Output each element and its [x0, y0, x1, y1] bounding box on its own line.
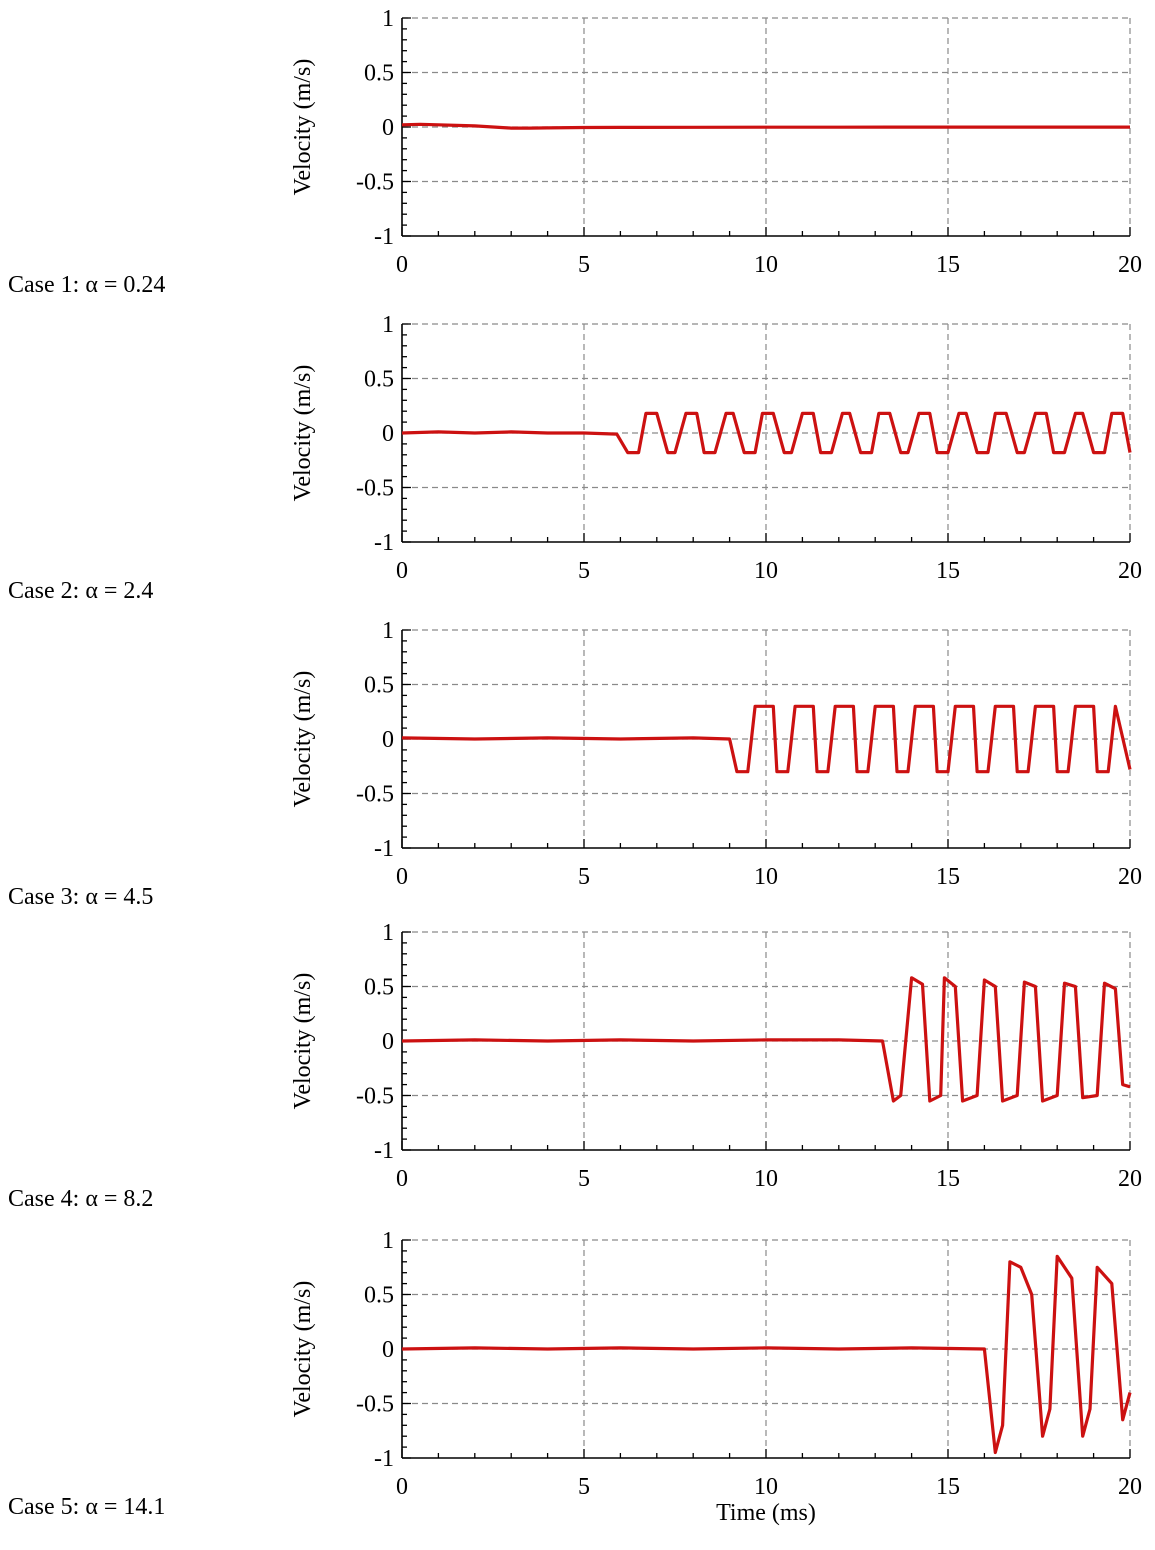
- y-tick-label: 0.5: [364, 1283, 394, 1309]
- y-tick-label: 0: [382, 115, 394, 141]
- series-line-1: [401, 704, 1132, 774]
- y-tick-label: 0: [382, 421, 394, 447]
- y-axis-label: Velocity (m/s): [290, 671, 316, 808]
- x-tick-label: 5: [578, 1166, 590, 1192]
- x-tick-label: 20: [1118, 1474, 1142, 1500]
- x-tick-label: 20: [1118, 864, 1142, 890]
- x-tick-label: 0: [396, 252, 408, 278]
- x-tick-label: 0: [396, 864, 408, 890]
- case-label: Case 2: α = 2.4: [8, 578, 153, 604]
- y-tick-label: -0.5: [356, 1084, 394, 1110]
- y-tick-label: -0.5: [356, 782, 394, 808]
- case-label: Case 3: α = 4.5: [8, 884, 153, 910]
- x-tick-label: 5: [578, 558, 590, 584]
- series-line-1: [401, 122, 1130, 130]
- x-tick-label: 10: [754, 1474, 778, 1500]
- y-tick-label: -0.5: [356, 170, 394, 196]
- series-line-1: [401, 411, 1132, 455]
- case-label: Case 5: α = 14.1: [8, 1494, 165, 1520]
- x-tick-label: 10: [754, 864, 778, 890]
- x-tick-label: 5: [578, 1474, 590, 1500]
- x-tick-label: 20: [1118, 1166, 1142, 1192]
- case-label: Case 1: α = 0.24: [8, 272, 165, 298]
- x-tick-label: 15: [936, 1166, 960, 1192]
- y-tick-label: -1: [374, 836, 394, 862]
- case-label: Case 4: α = 8.2: [8, 1186, 153, 1212]
- x-tick-label: 15: [936, 864, 960, 890]
- y-tick-label: 0.5: [364, 975, 394, 1001]
- y-tick-label: 0.5: [364, 673, 394, 699]
- y-tick-label: 0: [382, 1337, 394, 1363]
- y-tick-label: 1: [382, 920, 394, 946]
- y-tick-label: 1: [382, 312, 394, 338]
- y-tick-label: 0.5: [364, 61, 394, 87]
- x-tick-label: 15: [936, 1474, 960, 1500]
- y-tick-label: 1: [382, 618, 394, 644]
- series-line-1: [401, 976, 1131, 1103]
- x-tick-label: 15: [936, 252, 960, 278]
- x-tick-label: 20: [1118, 558, 1142, 584]
- y-tick-label: 1: [382, 6, 394, 32]
- x-tick-label: 10: [754, 1166, 778, 1192]
- y-tick-label: -1: [374, 1138, 394, 1164]
- x-axis-label: Time (ms): [716, 1500, 816, 1526]
- y-tick-label: -0.5: [356, 1392, 394, 1418]
- y-tick-label: -1: [374, 224, 394, 250]
- y-tick-label: -1: [374, 1446, 394, 1472]
- y-tick-label: 0: [382, 1029, 394, 1055]
- y-tick-label: -0.5: [356, 476, 394, 502]
- y-axis-label: Velocity (m/s): [290, 59, 316, 196]
- y-tick-label: 1: [382, 1228, 394, 1254]
- x-tick-label: 10: [754, 252, 778, 278]
- y-tick-label: 0.5: [364, 367, 394, 393]
- x-tick-label: 5: [578, 864, 590, 890]
- x-tick-label: 0: [396, 1166, 408, 1192]
- y-axis-label: Velocity (m/s): [290, 1281, 316, 1418]
- y-tick-label: -1: [374, 530, 394, 556]
- x-tick-label: 15: [936, 558, 960, 584]
- y-tick-label: 0: [382, 727, 394, 753]
- x-tick-label: 0: [396, 1474, 408, 1500]
- x-tick-label: 20: [1118, 252, 1142, 278]
- series-line-1: [401, 1254, 1132, 1455]
- y-axis-label: Velocity (m/s): [290, 973, 316, 1110]
- x-tick-label: 5: [578, 252, 590, 278]
- y-axis-label: Velocity (m/s): [290, 365, 316, 502]
- x-tick-label: 0: [396, 558, 408, 584]
- x-tick-label: 10: [754, 558, 778, 584]
